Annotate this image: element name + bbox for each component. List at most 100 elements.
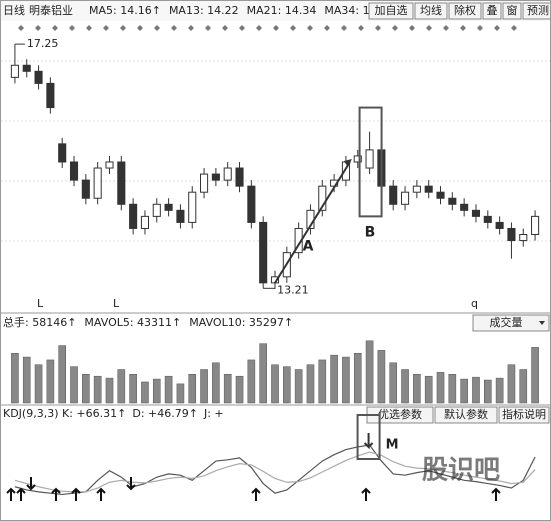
volume-bar bbox=[519, 369, 528, 404]
kdj-line bbox=[14, 444, 536, 496]
event-marker bbox=[103, 25, 109, 31]
candle-body bbox=[81, 179, 90, 199]
indicator-button[interactable] bbox=[434, 406, 498, 424]
label-a: A bbox=[303, 239, 314, 255]
candle-body bbox=[117, 161, 126, 205]
toolbar-button-label[interactable]: 均线 bbox=[420, 3, 442, 17]
volume-bar bbox=[342, 356, 350, 404]
volume-bar bbox=[34, 364, 43, 404]
indicator-button-label[interactable]: 指标说明 bbox=[502, 407, 546, 421]
volume-bar bbox=[247, 359, 256, 404]
volume-bar bbox=[152, 378, 161, 404]
candle-body bbox=[22, 64, 31, 72]
indicator-select[interactable] bbox=[472, 314, 550, 332]
arrow-head bbox=[343, 158, 352, 167]
candle-body bbox=[200, 173, 209, 193]
candle-body bbox=[436, 191, 445, 199]
candle-body bbox=[365, 149, 374, 169]
toolbar-button[interactable] bbox=[448, 2, 482, 20]
volume-bar bbox=[235, 375, 244, 404]
candle-body bbox=[460, 203, 469, 211]
candle-body bbox=[69, 161, 79, 181]
volume-bar bbox=[294, 369, 303, 404]
min-label: 13.21 bbox=[277, 283, 309, 296]
event-marker bbox=[69, 25, 75, 31]
event-marker bbox=[392, 25, 398, 31]
event-marker bbox=[18, 25, 24, 31]
toolbar-button[interactable] bbox=[482, 2, 502, 20]
kdj-legend: J: + bbox=[203, 407, 224, 420]
candle-body bbox=[152, 203, 161, 217]
toolbar-button-label[interactable]: 窗 bbox=[507, 3, 518, 17]
volume-bar bbox=[436, 372, 445, 404]
indicator-select-label[interactable]: 成交量 bbox=[490, 315, 523, 329]
candle-body bbox=[495, 221, 504, 229]
event-marker bbox=[154, 25, 160, 31]
toolbar-button-label[interactable]: 加自选 bbox=[375, 4, 408, 17]
volume-bar bbox=[306, 364, 315, 404]
indicator-button-label[interactable]: 优选参数 bbox=[378, 407, 422, 421]
volume-bar bbox=[330, 354, 338, 404]
volume-bar bbox=[460, 378, 468, 404]
event-marker bbox=[205, 25, 211, 31]
toolbar-button[interactable] bbox=[368, 2, 414, 20]
event-marker bbox=[239, 25, 245, 31]
volume-bar bbox=[353, 352, 362, 404]
event-marker bbox=[460, 25, 466, 31]
volume-bar bbox=[105, 377, 114, 404]
event-marker bbox=[171, 25, 177, 31]
volume-legend: MAVOL10: 35297↑ bbox=[189, 316, 293, 329]
volume-bar bbox=[70, 366, 78, 404]
toolbar-button-label[interactable]: 预测 bbox=[527, 4, 549, 17]
event-marker bbox=[409, 25, 415, 31]
toolbar-button-label[interactable]: 除权 bbox=[454, 3, 476, 17]
candle-body bbox=[10, 64, 19, 78]
volume-bar bbox=[188, 374, 197, 404]
candle-body bbox=[235, 167, 244, 187]
volume-bar bbox=[424, 375, 433, 404]
event-marker bbox=[324, 25, 330, 31]
event-marker bbox=[494, 25, 500, 31]
candle-body bbox=[519, 234, 528, 242]
buy-arrow bbox=[6, 487, 16, 501]
indicator-button[interactable] bbox=[498, 406, 550, 424]
volume-bar bbox=[223, 374, 232, 404]
event-marker bbox=[188, 25, 194, 31]
volume-bar bbox=[141, 381, 149, 404]
candle-body bbox=[318, 185, 327, 211]
stock-name: 明泰铝业 bbox=[29, 3, 73, 17]
toolbar-button[interactable] bbox=[522, 2, 550, 20]
event-marker bbox=[86, 25, 92, 31]
candle-body bbox=[247, 185, 256, 223]
max-label: 17.25 bbox=[27, 37, 58, 50]
candle-body bbox=[176, 209, 185, 223]
buy-arrow bbox=[361, 487, 371, 501]
event-marker bbox=[341, 25, 347, 31]
candle-body bbox=[164, 203, 173, 211]
volume-bar bbox=[389, 362, 398, 404]
volume-bar bbox=[22, 356, 31, 404]
volume-bar bbox=[93, 375, 102, 404]
toolbar-button-label[interactable]: 叠 bbox=[487, 4, 498, 17]
candle-body bbox=[188, 191, 197, 223]
marker-l: L bbox=[113, 297, 120, 310]
trend-arrow bbox=[274, 161, 351, 284]
indicator-button-label[interactable]: 默认参数 bbox=[444, 407, 488, 421]
kdj-line bbox=[14, 451, 536, 493]
buy-arrow bbox=[51, 487, 61, 501]
volume-bar bbox=[11, 352, 19, 404]
ma-legend: MA5: 14.16↑ bbox=[89, 4, 161, 17]
candle-body bbox=[400, 191, 410, 205]
kdj-legend: KDJ(9,3,3) K: +66.31↑ bbox=[3, 407, 126, 420]
event-marker bbox=[511, 25, 517, 31]
volume-bar bbox=[129, 374, 137, 404]
candle-body bbox=[58, 143, 67, 163]
candle-body bbox=[448, 197, 457, 205]
toolbar-button[interactable] bbox=[502, 2, 522, 20]
toolbar-button[interactable] bbox=[414, 2, 448, 20]
candle-body bbox=[531, 215, 540, 236]
volume-bar bbox=[117, 369, 126, 404]
volume-bar bbox=[484, 379, 492, 404]
event-marker bbox=[307, 25, 313, 31]
